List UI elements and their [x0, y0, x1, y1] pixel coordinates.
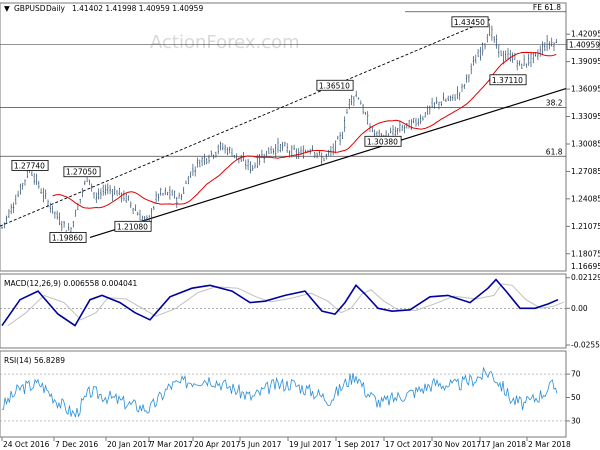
header-ohlc: 1.41402 1.41998 1.40959 1.40959	[72, 4, 203, 13]
macd-tick-label: -0.025526	[571, 341, 600, 350]
date-tick-label: 7 Mar 2017	[150, 440, 193, 449]
trend-lines	[0, 19, 567, 239]
macd-series	[0, 278, 566, 327]
date-tick-label: 30 Nov 2017	[433, 440, 481, 449]
header-symbol: GBPUSD	[14, 4, 46, 13]
rsi-tick-label: 70	[571, 370, 581, 379]
date-tick-label: 19 Jul 2017	[289, 440, 332, 449]
date-tick-label: 7 Dec 2016	[55, 440, 98, 449]
annotation-label: 1.43450	[454, 18, 485, 27]
date-tick-label: 1 Sep 2017	[337, 440, 380, 449]
annotation-label: 1.27740	[14, 161, 45, 170]
channel-trend-line	[0, 19, 491, 227]
annotation-box	[364, 135, 402, 147]
fib-levels: FE 61.8 38.2 61.8	[0, 3, 566, 157]
date-tick-label: 20 Jan 2017	[107, 440, 152, 449]
annotation-box	[451, 16, 489, 28]
annotation-box	[316, 79, 354, 91]
rsi-line	[2, 366, 558, 419]
price-tick-label: 1.16695	[571, 262, 600, 271]
candles	[1, 23, 557, 235]
price-tick-label: 1.39095	[571, 57, 600, 66]
macd-label: MACD(12,26,9) 0.006558 0.004041	[4, 279, 138, 288]
macd-axis: 0.021297 0.00 -0.025526	[566, 273, 600, 350]
fib-level-label: 61.8	[546, 147, 563, 156]
macd-tick-label: 0.021297	[571, 273, 600, 282]
annotation-label: 1.36510	[319, 81, 350, 90]
price-tick-label: 1.30085	[571, 139, 600, 148]
price-tick-label: 1.24085	[571, 194, 600, 203]
annotation-box	[49, 232, 87, 243]
current-price-box	[566, 39, 600, 50]
macd-line	[1, 278, 559, 327]
fib-level-label: 38.2	[546, 99, 563, 108]
price-tick-label: 1.21075	[571, 222, 600, 231]
rsi-label: RSI(14) 56.8289	[4, 356, 65, 365]
rsi-panel-frame	[0, 350, 567, 438]
header-arrow: ▼	[4, 4, 10, 13]
date-tick-label: 24 Oct 2016	[3, 440, 50, 449]
moving-average	[52, 51, 557, 209]
annotation-box	[63, 166, 101, 178]
fib-level-label: FE 61.8	[533, 3, 561, 12]
header-interval: Daily	[46, 4, 66, 13]
price-tick-label: 1.33095	[571, 112, 600, 121]
annotation-box	[11, 160, 49, 171]
annotation-label: 1.30380	[367, 137, 398, 146]
annotation-label: 1.19860	[52, 233, 83, 242]
annotation-box	[489, 74, 527, 86]
date-tick-label: 17 Jan 2018	[481, 440, 526, 449]
rsi-tick-label: 30	[571, 416, 581, 425]
macd-tick-label: 0.00	[571, 304, 588, 313]
annotation-label: 1.37110	[492, 76, 523, 85]
annotation-label: 1.27050	[66, 168, 97, 177]
date-tick-label: 20 Apr 2017	[194, 440, 241, 449]
macd-signal-line	[7, 283, 565, 327]
price-tick-label: 1.42095	[571, 30, 600, 39]
rsi-axis: 70 50 30	[566, 370, 581, 425]
price-axis: 1.42095 1.39095 1.36095 1.33095 1.30085 1.270…	[566, 30, 600, 271]
watermark: ActionForex.com	[150, 32, 300, 53]
support-trend-line	[89, 87, 567, 239]
ma-line	[52, 51, 557, 209]
annotation-label: 1.21080	[117, 222, 148, 231]
price-tick-label: 1.36095	[571, 85, 600, 94]
rsi-series	[0, 366, 566, 422]
date-tick-label: 2 Mar 2018	[528, 440, 571, 449]
price-annotations: 1.27740 1.27050 1.19860 1.21080 1.36510 1.303…	[11, 16, 527, 243]
date-tick-label: 5 Jun 2017	[241, 440, 282, 449]
annotation-box	[114, 220, 152, 232]
price-tick-label: 1.18075	[571, 249, 600, 258]
date-tick-label: 17 Oct 2017	[385, 440, 432, 449]
rsi-tick-label: 50	[571, 393, 581, 402]
macd-panel-frame	[0, 273, 567, 349]
current-price-label: 1.40959	[569, 41, 600, 50]
price-tick-label: 1.27085	[571, 167, 600, 176]
price-panel-frame	[0, 2, 567, 272]
